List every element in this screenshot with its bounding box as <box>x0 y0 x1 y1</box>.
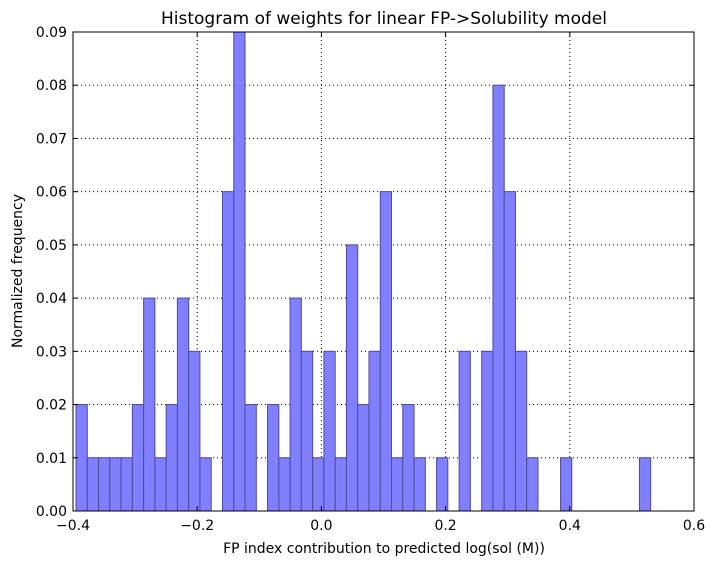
histogram-bar <box>176 297 190 512</box>
histogram-bar <box>154 457 167 512</box>
histogram-bar <box>267 404 280 512</box>
x-tick-label: 0.0 <box>310 518 332 534</box>
histogram-bar <box>368 350 381 512</box>
histogram-bar <box>379 191 393 512</box>
y-tick-label: 0.04 <box>36 291 67 307</box>
histogram-bar <box>221 191 235 512</box>
x-tick-labels: −0.4 −0.2 0.0 0.2 0.4 0.6 <box>56 518 705 534</box>
y-tick-labels: 0.00 0.01 0.02 0.03 0.04 0.05 0.06 0.07 0.08 0.09 <box>36 25 67 520</box>
y-tick-label: 0.06 <box>36 185 67 201</box>
histogram-bar <box>323 350 336 512</box>
x-axis-title: FP index contribution to predicted log(s… <box>223 541 545 557</box>
histogram-bar <box>526 457 539 512</box>
histogram-bar <box>514 350 528 512</box>
y-tick-label: 0.08 <box>36 78 67 94</box>
histogram-bar <box>503 191 516 512</box>
histogram-bar <box>391 457 404 512</box>
histogram-bar <box>109 457 122 512</box>
y-tick-label: 0.02 <box>36 398 67 414</box>
x-tick-label: −0.2 <box>180 518 214 534</box>
histogram-bar <box>436 457 449 512</box>
histogram-bar <box>560 457 573 512</box>
y-tick-label: 0.07 <box>36 131 67 147</box>
x-tick-label: 0.6 <box>683 518 705 534</box>
histogram-bar <box>492 84 505 512</box>
histogram-bar <box>199 457 212 512</box>
plot-frame <box>72 31 695 512</box>
x-tick-label: 0.2 <box>434 518 456 534</box>
chart-title: Histogram of weights for linear FP->Solu… <box>161 9 607 29</box>
y-tick-label: 0.00 <box>36 504 67 520</box>
histogram-bar <box>413 457 426 512</box>
y-axis-title: Normalized frequency <box>10 194 26 348</box>
histogram-bars <box>75 31 652 512</box>
histogram-bar <box>233 31 246 512</box>
histogram-bar <box>244 404 257 512</box>
histogram-bar <box>131 404 145 512</box>
histogram-bar <box>481 350 494 512</box>
histogram-bar <box>188 350 201 512</box>
histogram-bar <box>357 404 370 512</box>
y-tick-label: 0.03 <box>36 344 67 360</box>
histogram-bar <box>86 457 100 512</box>
histogram-bar <box>300 350 314 512</box>
histogram-bar <box>458 350 471 512</box>
histogram-bar <box>289 297 302 512</box>
y-tick-label: 0.05 <box>36 238 67 254</box>
histogram-bar <box>165 404 178 512</box>
histogram-bar <box>98 457 111 512</box>
y-tick-label: 0.01 <box>36 451 67 467</box>
histogram-bar <box>143 297 156 512</box>
axis-ticks <box>72 31 695 512</box>
histogram-bar <box>278 457 291 512</box>
histogram-bar <box>312 457 325 512</box>
histogram-bar <box>345 244 359 512</box>
histogram-bar <box>638 457 652 512</box>
x-tick-label: 0.4 <box>559 518 581 534</box>
histogram-bar <box>334 457 347 512</box>
histogram-bar <box>120 457 133 512</box>
y-tick-label: 0.09 <box>36 25 67 41</box>
histogram-bar <box>402 404 415 512</box>
x-tick-label: −0.4 <box>56 518 90 534</box>
